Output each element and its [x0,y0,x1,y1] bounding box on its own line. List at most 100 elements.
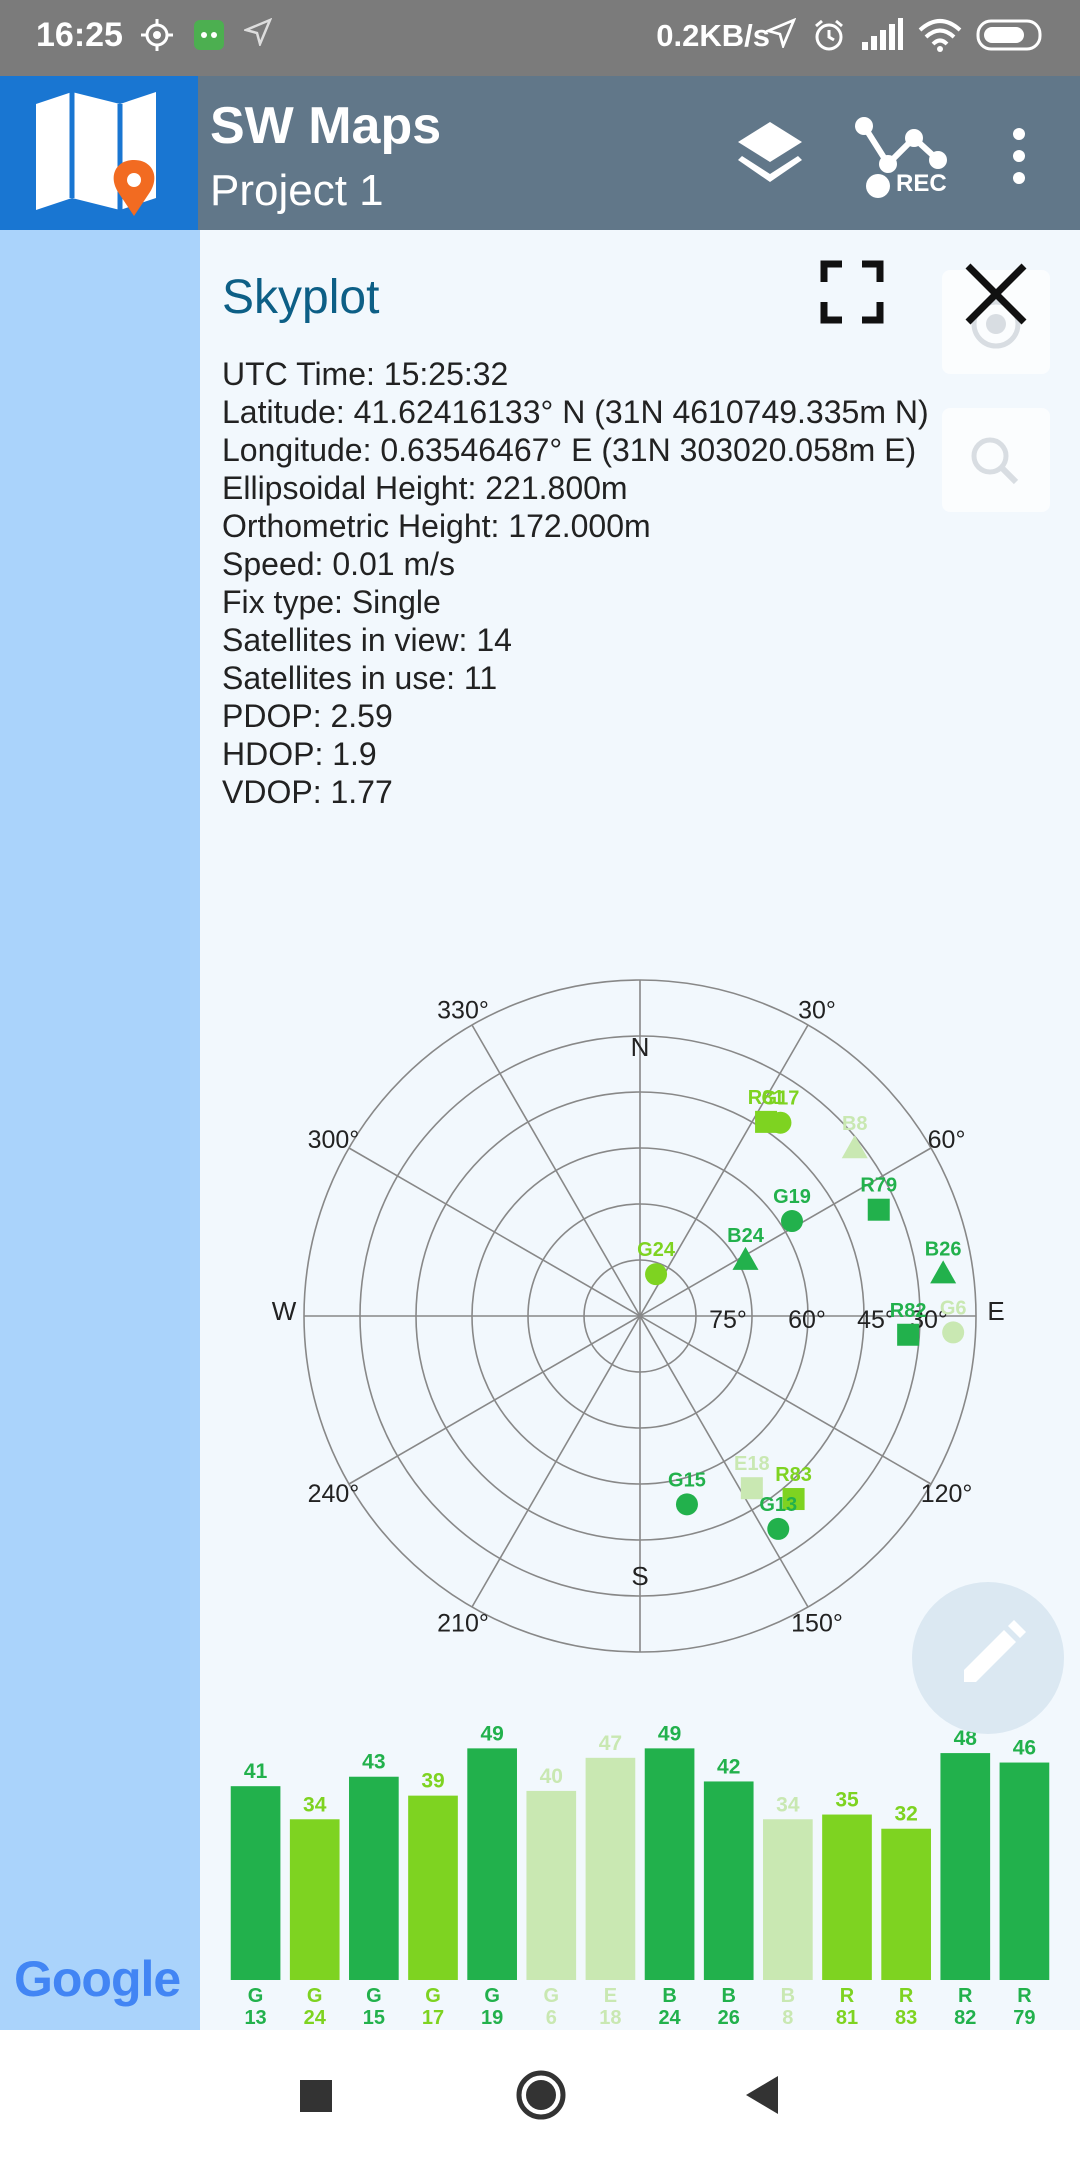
satellite-label: B26 [925,1238,962,1260]
satellite-marker: B24 [727,1225,765,1270]
azimuth-label: 120° [921,1480,973,1508]
constellation-label: R [840,1985,855,2007]
satellite-label: G13 [759,1494,797,1516]
info-speed: Speed: 0.01 m/s [222,546,456,582]
map-view[interactable] [0,230,200,2030]
layers-icon[interactable] [730,114,810,199]
navigation-arrow-icon [764,17,797,56]
satellite-circle [767,1517,790,1540]
prn-label: 6 [546,2007,557,2029]
satellite-label: G24 [637,1239,676,1261]
signal-strength-chart: 41G1334G2443G1539G1749G1940G647E1849B244… [230,1722,1050,2029]
info-hdop: HDOP: 1.9 [222,736,377,772]
recents-square-icon[interactable] [298,2078,334,2119]
satellite-marker: B8 [841,1113,868,1159]
signal-value-label: 40 [540,1765,563,1788]
battery-icon [976,18,1046,60]
my-location-icon [971,299,1021,349]
home-circle-icon[interactable] [514,2068,568,2127]
constellation-label: B [662,1985,676,2007]
azimuth-spoke [471,1024,809,1608]
constellation-label: R [899,1985,914,2007]
search-icon [971,437,1019,485]
elevation-label-60: 60° [788,1306,826,1334]
app-logo[interactable] [0,76,198,230]
info-satellites-in-use: Satellites in use: 11 [222,660,498,696]
signal-bar [644,1748,695,1980]
azimuth-label: 330° [437,996,489,1024]
my-location-button[interactable] [942,270,1050,374]
satellite-circle [675,1493,698,1516]
signal-value-label: 35 [835,1789,859,1812]
signal-value-label: 34 [303,1793,327,1816]
info-vdop: VDOP: 1.77 [222,774,393,810]
skyplot-panel: Skyplot UTC Time: 15:25:32 Latitude: 41.… [200,230,1080,2030]
prn-label: 19 [481,2007,503,2029]
satellite-marker: G24 [637,1239,676,1286]
satellite-label: G17 [762,1088,800,1110]
constellation-label: G [366,1985,382,2007]
google-logo: Google [14,1951,181,2007]
status-time: 16:25 [36,16,123,54]
satellite-label: E18 [734,1453,770,1475]
signal-value-label: 49 [658,1722,681,1745]
wifi-icon [918,18,962,60]
skyplot-chart: N S E W 75° 60° 45° 30° 30° 60° 120° 150° 21… [272,979,1005,1653]
prn-label: 82 [954,2007,976,2029]
satellite-square [867,1198,890,1221]
direction-north: N [631,1032,650,1062]
map-pin-logo-icon [36,92,156,216]
google-attribution: Google [14,1950,181,2008]
signal-bar [349,1776,399,1980]
prn-label: 81 [836,2007,858,2029]
signal-bar [289,1819,340,1980]
signal-bar [999,1762,1050,1980]
prn-label: 17 [422,2007,444,2029]
satellite-label: R81 [748,1087,785,1109]
alarm-icon [812,18,846,60]
pencil-icon [964,1620,1026,1682]
signal-value-label: 41 [244,1760,268,1783]
close-icon[interactable] [962,260,1030,333]
constellation-label: G [544,1985,560,2007]
info-latitude: Latitude: 41.62416133° N (31N 4610749.33… [222,394,929,430]
fullscreen-icon[interactable] [820,260,884,329]
constellation-label: G [307,1985,323,2007]
satellite-label: B24 [727,1225,765,1247]
signal-value-label: 49 [480,1722,503,1745]
azimuth-label: 240° [308,1480,360,1508]
back-triangle-icon[interactable] [742,2074,782,2121]
elevation-label-45: 45° [857,1306,895,1334]
constellation-label: B [721,1985,735,2007]
info-pdop: PDOP: 2.59 [222,698,393,734]
satellite-label: G19 [773,1186,811,1208]
satellite-circle [769,1111,792,1134]
skyplot-grid [303,979,977,1653]
azimuth-label: 30° [798,996,836,1024]
satellite-label: R82 [890,1300,927,1322]
satellite-label: R83 [775,1464,812,1486]
location-target-icon [140,18,174,60]
signal-bar [822,1814,872,1980]
prn-label: 83 [895,2007,917,2029]
prn-label: 18 [599,2007,621,2029]
constellation-label: G [425,1985,441,2007]
prn-label: 79 [1013,2007,1035,2029]
signal-bars: 41G1334G2443G1539G1749G1940G647E1849B244… [230,1722,1050,2029]
signal-value-label: 43 [362,1751,385,1774]
signal-value-label: 47 [599,1732,622,1755]
search-map-button[interactable] [942,408,1050,512]
more-vert-icon[interactable] [1004,126,1034,191]
edit-button[interactable] [912,1582,1064,1734]
elevation-label-75: 75° [709,1306,747,1334]
rec-label: REC [896,170,947,197]
azimuth-label: 150° [791,1610,843,1638]
azimuth-label: 210° [437,1610,489,1638]
info-utc-time: UTC Time: 15:25:32 [222,356,509,392]
record-track-icon[interactable]: REC [852,110,962,205]
signal-bar [703,1781,754,1980]
constellation-label: R [958,1985,973,2007]
direction-south: S [631,1561,648,1591]
android-bot-icon [192,18,226,60]
satellite-square [782,1488,805,1511]
